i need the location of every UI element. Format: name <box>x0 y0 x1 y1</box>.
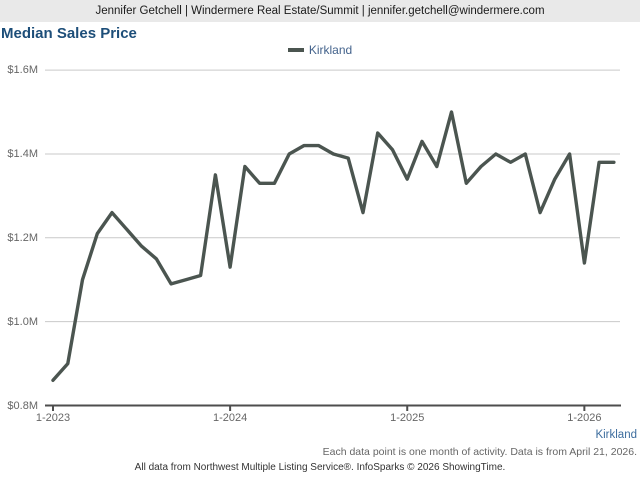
y-axis-tick-label: $1.0M <box>7 315 38 328</box>
x-axis-tick-label: 1-2023 <box>35 412 71 424</box>
agent-contact-header: Jennifer Getchell | Windermere Real Esta… <box>0 0 640 22</box>
legend-label: Kirkland <box>308 43 353 57</box>
legend-line-swatch-icon <box>287 48 304 52</box>
data-note: Each data point is one month of activity… <box>322 446 637 458</box>
series-line-kirkland <box>51 110 616 382</box>
x-axis-tick-label: 1-2026 <box>567 412 602 424</box>
y-axis-tick-label: $1.4M <box>7 147 38 160</box>
chart-title: Median Sales Price <box>1 25 137 42</box>
region-label: Kirkland <box>595 429 637 441</box>
y-axis-tick-label: $0.8M <box>7 399 38 412</box>
x-axis-tick-label: 1-2024 <box>212 412 248 424</box>
attribution-note: All data from Northwest Multiple Listing… <box>134 462 506 473</box>
y-axis-tick-label: $1.2M <box>7 231 38 244</box>
x-axis-tick-label: 1-2025 <box>390 412 425 424</box>
chart-legend: Kirkland <box>0 42 640 58</box>
y-axis-tick-label: $1.6M <box>7 64 38 77</box>
